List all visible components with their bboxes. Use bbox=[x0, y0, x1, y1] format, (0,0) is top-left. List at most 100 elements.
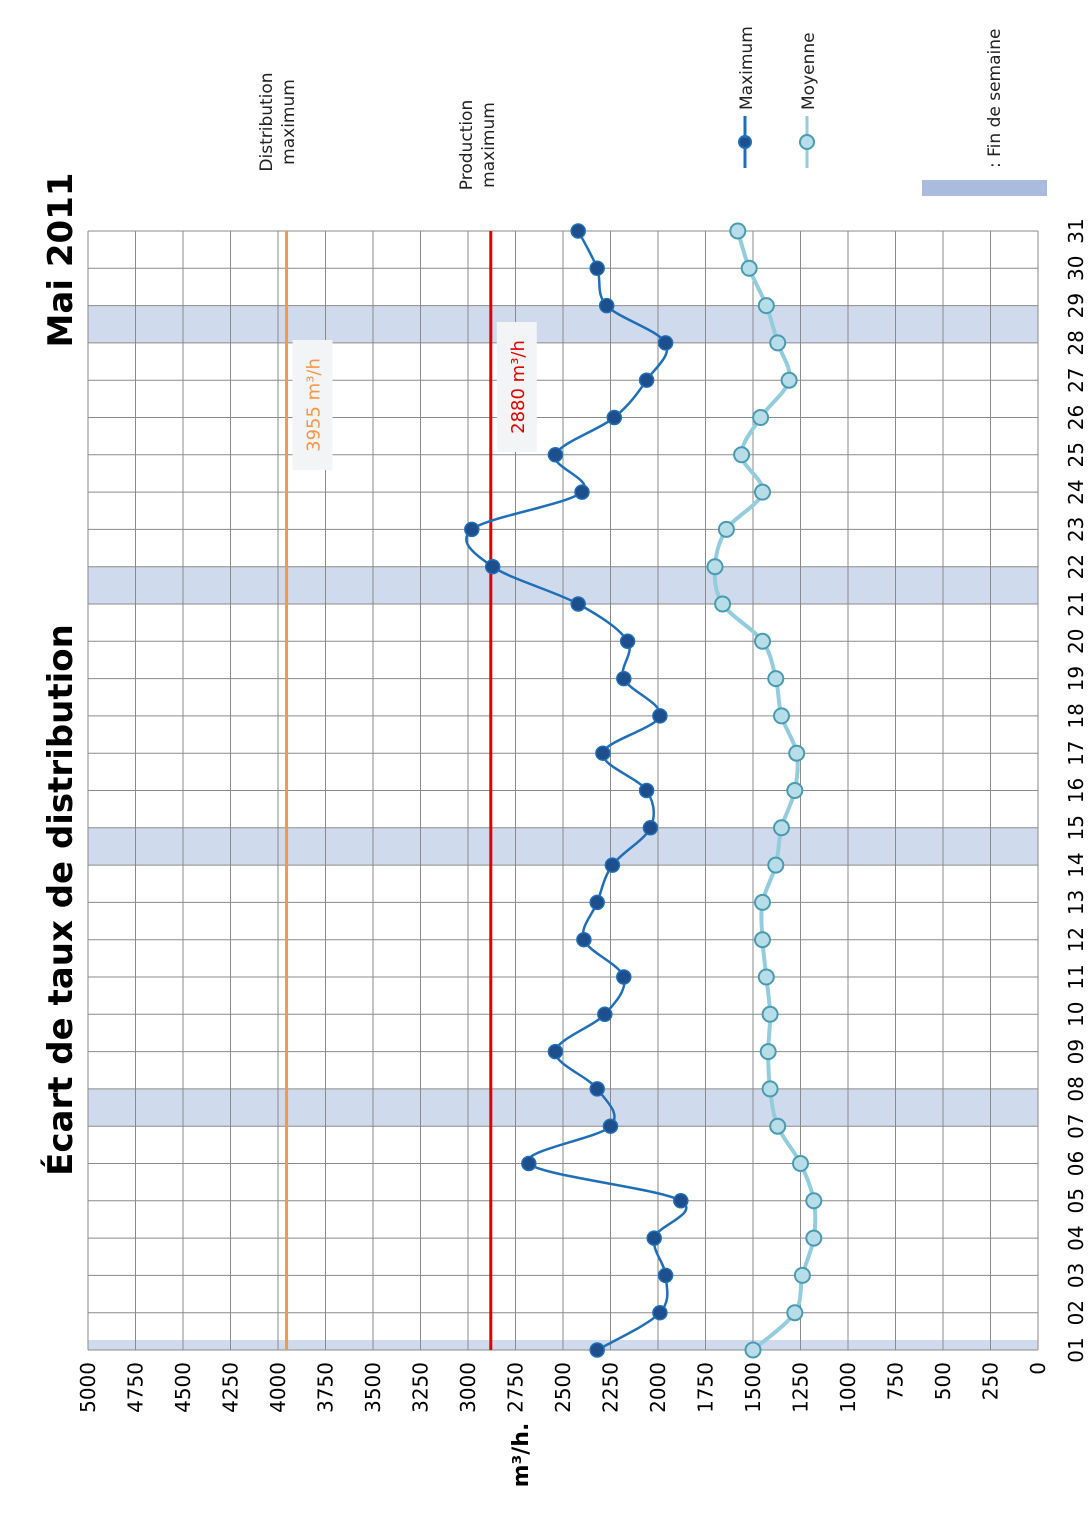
data-point-moyenne bbox=[754, 893, 771, 911]
data-point-moyenne bbox=[769, 334, 787, 352]
chart-title: Écart de taux de distribution bbox=[40, 624, 81, 1176]
distribution-max-label-line1: Distribution bbox=[257, 72, 277, 171]
data-point-moyenne bbox=[717, 520, 735, 538]
data-point-maximum bbox=[484, 558, 501, 575]
category-tick-label: 04 bbox=[1064, 1225, 1088, 1250]
value-tick-label: 2500 bbox=[551, 1362, 575, 1413]
category-tick-label: 16 bbox=[1064, 778, 1088, 803]
data-point-maximum bbox=[547, 447, 564, 463]
data-point-moyenne bbox=[792, 1155, 809, 1172]
data-point-moyenne bbox=[714, 595, 732, 613]
value-tick-label: 1000 bbox=[836, 1362, 860, 1413]
category-tick-label: 18 bbox=[1064, 703, 1088, 728]
data-point-moyenne bbox=[759, 1043, 777, 1061]
data-point-maximum bbox=[652, 1304, 668, 1321]
category-tick-label: 01 bbox=[1064, 1337, 1088, 1362]
data-point-moyenne bbox=[761, 1005, 779, 1023]
distribution-max-label-line2: maximum bbox=[279, 79, 299, 165]
data-point-maximum bbox=[638, 782, 655, 799]
grid bbox=[87, 230, 1039, 1351]
reference-label-box bbox=[292, 340, 333, 470]
reference-lines: 3955 m³/h 2880 m³/h bbox=[285, 231, 537, 1350]
category-tick-label: 20 bbox=[1064, 629, 1088, 654]
data-point-moyenne bbox=[773, 819, 790, 837]
chart-subtitle: Mai 2011 bbox=[41, 173, 81, 348]
data-point-moyenne bbox=[757, 968, 775, 986]
value-tick-label: 3000 bbox=[456, 1362, 480, 1413]
value-tick-label: 250 bbox=[979, 1362, 1003, 1400]
y-axis-label: m³/h. bbox=[509, 1423, 534, 1488]
data-point-maximum bbox=[673, 1193, 689, 1209]
data-point-maximum bbox=[589, 1342, 605, 1358]
category-tick-label: 28 bbox=[1064, 330, 1088, 355]
data-point-moyenne bbox=[773, 707, 790, 725]
data-point-moyenne bbox=[706, 558, 724, 576]
value-tick-label: 5000 bbox=[76, 1362, 100, 1413]
data-point-moyenne bbox=[733, 446, 751, 464]
data-point-moyenne bbox=[769, 1117, 787, 1135]
value-tick-label: 4750 bbox=[124, 1362, 148, 1413]
value-tick-label: 2750 bbox=[504, 1362, 528, 1413]
data-point-maximum bbox=[616, 969, 632, 985]
value-tick-label: 750 bbox=[884, 1362, 908, 1400]
data-point-maximum bbox=[589, 260, 605, 277]
category-tick-labels: 01 02 03 04 05 06 07 08 09 10 11 12 13 14 15 16 17 18 19 20… bbox=[1064, 218, 1088, 1362]
data-point-moyenne bbox=[793, 1266, 811, 1284]
data-point-moyenne bbox=[754, 483, 771, 501]
value-tick-label: 2000 bbox=[646, 1362, 670, 1413]
category-tick-label: 11 bbox=[1064, 964, 1088, 989]
reference-value-label: 2880 m³/h bbox=[508, 340, 529, 434]
value-tick-label: 3750 bbox=[314, 1362, 338, 1413]
data-point-maximum bbox=[604, 857, 621, 873]
data-point-maximum bbox=[657, 1267, 674, 1284]
data-point-moyenne bbox=[805, 1229, 823, 1247]
data-point-maximum bbox=[595, 745, 611, 761]
data-point-moyenne bbox=[786, 782, 804, 799]
data-point-moyenne bbox=[780, 371, 798, 389]
data-point-maximum bbox=[576, 931, 592, 948]
legend-moyenne-marker bbox=[799, 134, 815, 150]
category-tick-label: 30 bbox=[1064, 256, 1088, 281]
category-tick-label: 22 bbox=[1064, 554, 1088, 579]
data-point-maximum bbox=[597, 1006, 613, 1023]
data-point-moyenne bbox=[752, 409, 770, 426]
series-layer bbox=[464, 222, 823, 1359]
legend-moyenne-label: Moyenne bbox=[799, 32, 819, 110]
category-tick-label: 25 bbox=[1064, 442, 1088, 467]
value-tick-label: 3250 bbox=[409, 1362, 433, 1413]
legend-weekend-swatch bbox=[922, 180, 1047, 196]
category-tick-label: 19 bbox=[1064, 666, 1088, 691]
value-tick-label: 4000 bbox=[266, 1362, 290, 1413]
data-point-maximum bbox=[602, 1118, 619, 1134]
data-point-maximum bbox=[598, 297, 615, 314]
category-tick-label: 23 bbox=[1064, 517, 1088, 542]
category-tick-label: 15 bbox=[1064, 815, 1088, 840]
category-tick-label: 07 bbox=[1064, 1113, 1088, 1138]
data-point-maximum bbox=[570, 596, 586, 612]
category-tick-label: 03 bbox=[1064, 1263, 1088, 1288]
value-tick-label: 4500 bbox=[171, 1362, 195, 1413]
category-tick-label: 29 bbox=[1064, 293, 1088, 318]
value-tick-label: 1750 bbox=[694, 1362, 718, 1413]
data-point-moyenne bbox=[788, 744, 806, 762]
category-tick-label: 17 bbox=[1064, 740, 1088, 765]
data-point-maximum bbox=[547, 1043, 564, 1060]
value-tick-labels: 5000 4750 4500 4250 4000 3750 3500 3250 3000 2750… bbox=[76, 1362, 1050, 1413]
value-tick-label: 1250 bbox=[789, 1362, 813, 1413]
value-tick-label: 4250 bbox=[219, 1362, 243, 1413]
data-point-moyenne bbox=[767, 670, 785, 688]
category-tick-label: 02 bbox=[1064, 1300, 1088, 1325]
data-point-moyenne bbox=[740, 259, 758, 277]
reference-label-box bbox=[496, 322, 537, 452]
data-point-maximum bbox=[521, 1155, 537, 1172]
value-tick-label: 1500 bbox=[741, 1362, 765, 1413]
category-tick-label: 08 bbox=[1064, 1076, 1088, 1101]
value-tick-label: 500 bbox=[931, 1362, 955, 1400]
data-point-maximum bbox=[570, 223, 586, 239]
category-tick-label: 12 bbox=[1064, 927, 1088, 952]
data-point-maximum bbox=[646, 1230, 662, 1246]
category-tick-label: 05 bbox=[1064, 1188, 1088, 1213]
category-tick-label: 06 bbox=[1064, 1151, 1088, 1176]
data-point-maximum bbox=[589, 894, 605, 911]
